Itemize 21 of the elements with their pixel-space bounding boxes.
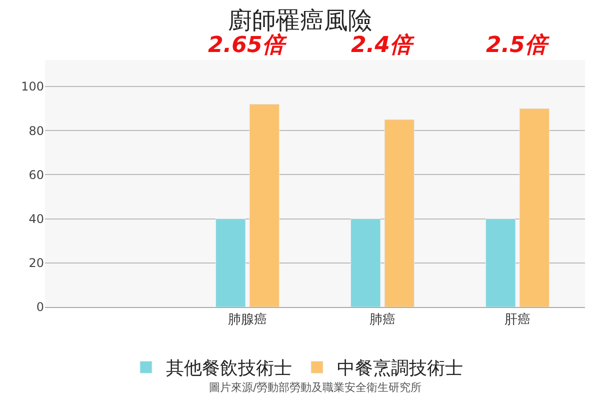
y-tick-label: 60 <box>28 168 44 182</box>
x-tick-label: 肺腺癌 <box>228 312 267 328</box>
bar <box>519 108 550 307</box>
y-tick-label: 80 <box>28 124 44 138</box>
text: 2.4倍 <box>351 33 415 58</box>
bar <box>216 218 246 307</box>
bar <box>249 104 280 307</box>
legend-label: 中餐烹調技術士 <box>337 358 463 380</box>
y-tick-label: 20 <box>28 256 44 270</box>
bar <box>486 218 516 307</box>
bar <box>350 218 381 307</box>
bar <box>384 119 414 307</box>
legend-label: 其他餐飲技術士 <box>166 358 292 380</box>
text: 2.5倍 <box>486 33 550 58</box>
y-tick-label: 40 <box>28 212 44 226</box>
text: 2.65倍 <box>208 33 288 58</box>
text: 圖片來源/勞動部勞動及職業安全衛生研究所 <box>209 381 422 394</box>
x-tick-label: 肝癌 <box>504 312 530 328</box>
y-tick-label: 0 <box>36 300 44 314</box>
x-tick-label: 肺癌 <box>370 312 396 328</box>
y-tick-label: 100 <box>21 80 44 94</box>
